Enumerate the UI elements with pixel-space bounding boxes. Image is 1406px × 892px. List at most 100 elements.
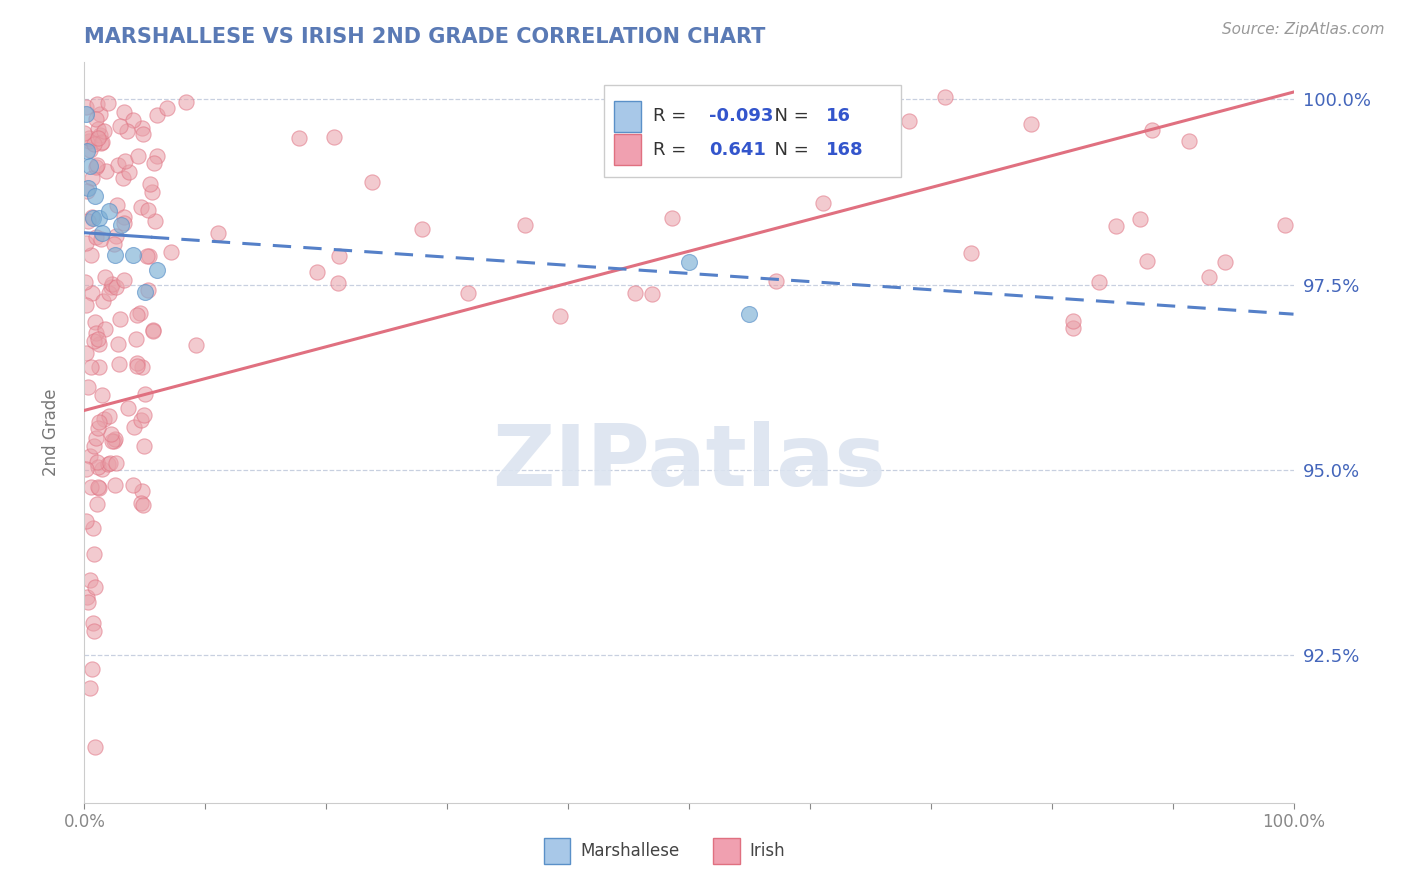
Point bbox=[1136, 253, 1159, 268]
Point bbox=[328, 249, 350, 263]
Text: Source: ZipAtlas.com: Source: ZipAtlas.com bbox=[1222, 22, 1385, 37]
Point bbox=[326, 277, 349, 291]
Point bbox=[737, 155, 759, 169]
Point bbox=[146, 108, 169, 122]
Point bbox=[115, 124, 138, 138]
Point bbox=[91, 226, 114, 240]
Point bbox=[112, 104, 135, 119]
Text: 16: 16 bbox=[825, 108, 851, 126]
Point bbox=[138, 248, 160, 262]
Point bbox=[186, 338, 208, 352]
Point bbox=[131, 483, 153, 498]
Point bbox=[138, 177, 160, 191]
Point bbox=[87, 459, 110, 474]
Text: ZIPatlas: ZIPatlas bbox=[492, 421, 886, 504]
Point bbox=[121, 112, 143, 127]
FancyBboxPatch shape bbox=[544, 838, 571, 864]
Point bbox=[89, 481, 111, 495]
Point bbox=[135, 249, 157, 263]
Point bbox=[143, 214, 166, 228]
Point bbox=[86, 158, 108, 172]
Point bbox=[90, 135, 112, 149]
Point bbox=[73, 126, 96, 140]
Point bbox=[79, 681, 101, 695]
Point bbox=[77, 131, 100, 145]
Point bbox=[75, 346, 97, 360]
Point bbox=[83, 740, 105, 755]
Point bbox=[86, 497, 108, 511]
Point bbox=[134, 387, 156, 401]
Point bbox=[75, 100, 97, 114]
Point bbox=[97, 458, 120, 472]
Text: N =: N = bbox=[762, 141, 814, 159]
Point bbox=[80, 285, 103, 300]
Point bbox=[134, 285, 156, 299]
Point bbox=[160, 244, 183, 259]
Point bbox=[97, 95, 120, 110]
Point bbox=[84, 112, 107, 127]
Point bbox=[75, 236, 97, 251]
Point bbox=[1215, 255, 1237, 269]
Point bbox=[114, 272, 136, 286]
Point bbox=[811, 195, 834, 210]
Point bbox=[93, 412, 115, 426]
Point bbox=[80, 360, 103, 375]
Point bbox=[108, 119, 131, 133]
Point bbox=[76, 590, 98, 604]
Point bbox=[86, 455, 108, 469]
Point bbox=[834, 143, 856, 157]
Point bbox=[79, 574, 101, 588]
Point bbox=[83, 580, 105, 594]
Text: R =: R = bbox=[652, 108, 692, 126]
Point bbox=[142, 322, 165, 336]
Text: Irish: Irish bbox=[749, 842, 785, 860]
Point bbox=[127, 149, 149, 163]
Point bbox=[131, 359, 153, 374]
Point bbox=[143, 156, 166, 170]
Point bbox=[112, 210, 135, 224]
Point bbox=[103, 432, 125, 446]
Point bbox=[97, 203, 120, 218]
Point bbox=[82, 521, 104, 535]
Point bbox=[82, 211, 104, 225]
Point bbox=[75, 514, 97, 528]
Point bbox=[125, 356, 148, 370]
Point bbox=[765, 274, 787, 288]
Point bbox=[89, 128, 111, 142]
Point bbox=[1062, 321, 1084, 335]
Point bbox=[75, 107, 97, 121]
Point bbox=[678, 255, 700, 269]
Point bbox=[128, 305, 150, 319]
Text: -0.093: -0.093 bbox=[710, 108, 773, 126]
Point bbox=[136, 203, 159, 218]
Point bbox=[108, 312, 131, 326]
Point bbox=[100, 426, 122, 441]
Point bbox=[84, 188, 107, 202]
Point bbox=[94, 321, 117, 335]
Point bbox=[91, 388, 114, 402]
Point bbox=[79, 248, 101, 262]
Point bbox=[84, 315, 107, 329]
Point bbox=[960, 245, 983, 260]
Point bbox=[87, 421, 110, 435]
Point bbox=[360, 175, 382, 189]
Point bbox=[76, 595, 98, 609]
Point bbox=[142, 325, 165, 339]
Text: MARSHALLESE VS IRISH 2ND GRADE CORRELATION CHART: MARSHALLESE VS IRISH 2ND GRADE CORRELATI… bbox=[84, 27, 766, 47]
Point bbox=[1062, 314, 1084, 328]
Point bbox=[125, 359, 148, 374]
Point bbox=[121, 248, 143, 262]
Point bbox=[103, 236, 125, 251]
Point bbox=[80, 479, 103, 493]
Point bbox=[76, 184, 98, 198]
Point bbox=[77, 181, 100, 195]
Text: N =: N = bbox=[762, 108, 814, 126]
Point bbox=[96, 164, 118, 178]
Point bbox=[107, 358, 129, 372]
Point bbox=[131, 496, 153, 510]
Point bbox=[77, 214, 100, 228]
Point bbox=[897, 113, 920, 128]
Point bbox=[90, 462, 112, 476]
Point bbox=[105, 456, 128, 470]
Point bbox=[87, 480, 110, 494]
